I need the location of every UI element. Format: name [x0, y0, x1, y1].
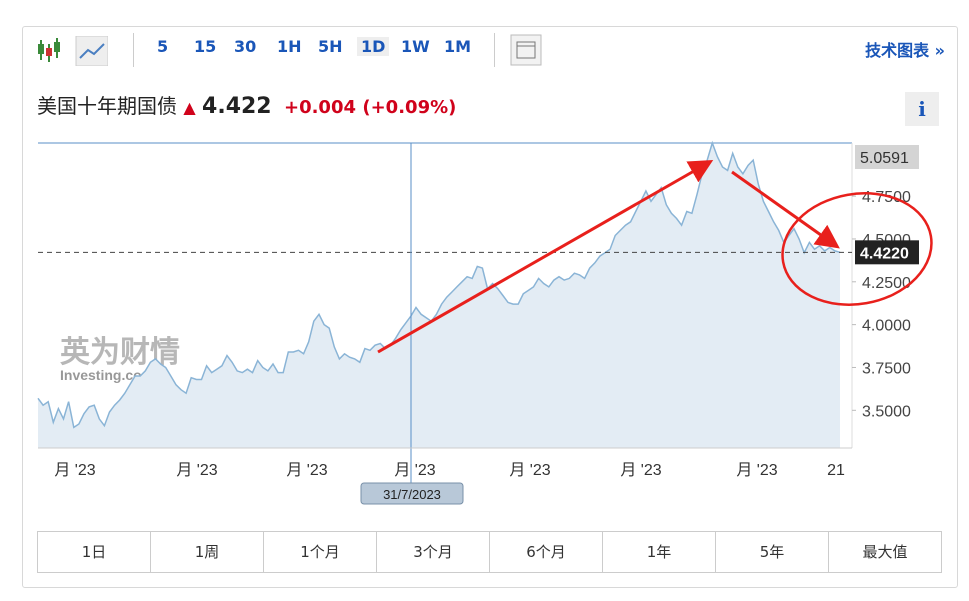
x-tick-label: 月 '23: [394, 462, 435, 479]
range-button[interactable]: 1周: [151, 532, 264, 572]
change: +0.004: [283, 97, 357, 118]
range-button[interactable]: 最大值: [862, 543, 908, 561]
interval-button[interactable]: 15: [194, 37, 217, 56]
annotation-circle: [781, 192, 933, 306]
y-tick-label: 4.2500: [862, 275, 911, 292]
up-arrow: ▲: [183, 98, 196, 117]
range-button[interactable]: 1年: [603, 532, 716, 572]
interval-button[interactable]: 30: [234, 37, 257, 56]
x-tick-label: 月 '23: [176, 462, 217, 479]
y-tick-label: 3.7500: [862, 360, 911, 377]
current-price-label: 4.4220: [860, 245, 909, 262]
range-button[interactable]: 6个月: [490, 532, 603, 572]
interval-button[interactable]: 5: [157, 37, 169, 56]
interval-button[interactable]: 1W: [401, 37, 430, 56]
chart-type-icons: [38, 36, 108, 66]
range-button[interactable]: 3个月: [377, 532, 490, 572]
high-label: 5.0591: [860, 150, 909, 167]
x-tick-label: 月 '23: [736, 462, 777, 479]
change-pct: (+0.09%): [362, 97, 457, 118]
instrument-name: 美国十年期国债: [37, 94, 177, 118]
current-price-box: [855, 240, 919, 265]
info-button[interactable]: i: [905, 92, 939, 126]
x-tick-label: 月 '23: [509, 462, 550, 479]
y-tick-label: 3.5000: [862, 403, 911, 420]
widget: [22, 26, 958, 588]
range-bar: 1日 1周 1个月 3个月 6个月 1年 5年 最大值: [37, 531, 942, 573]
watermark: Investing.com: [60, 367, 154, 383]
range-button[interactable]: 5年: [716, 532, 829, 572]
x-tick-label: 21: [827, 462, 845, 479]
layout-icon[interactable]: [510, 34, 542, 66]
annotation-arrow: [377, 160, 714, 354]
interval-button[interactable]: 5H: [318, 37, 343, 56]
y-tick-label: 4.7500: [862, 189, 911, 206]
watermark: 英为财情: [60, 336, 180, 369]
x-tick-label: 月 '23: [620, 462, 661, 479]
x-tick-label: 月 '23: [54, 462, 95, 479]
interval-button[interactable]: 1H: [277, 37, 302, 56]
technical-chart-link[interactable]: 技术图表 »: [865, 41, 945, 60]
high-box: [855, 145, 919, 169]
x-tick-label: 月 '23: [286, 462, 327, 479]
interval-button[interactable]: 1M: [444, 37, 472, 56]
quote-header: 美国十年期国债 ▲ 4.422 +0.004 (+0.09%): [37, 90, 456, 119]
range-button[interactable]: 1个月: [264, 532, 377, 572]
y-tick-label: 4.0000: [862, 318, 911, 335]
range-button[interactable]: 1日: [38, 532, 151, 572]
price: 4.422: [202, 94, 272, 119]
crosshair-date: 31/7/2023: [383, 487, 441, 502]
interval-button[interactable]: 1D: [357, 37, 390, 56]
annotation-arrow: [731, 170, 840, 249]
crosshair-date-box: [360, 482, 464, 505]
